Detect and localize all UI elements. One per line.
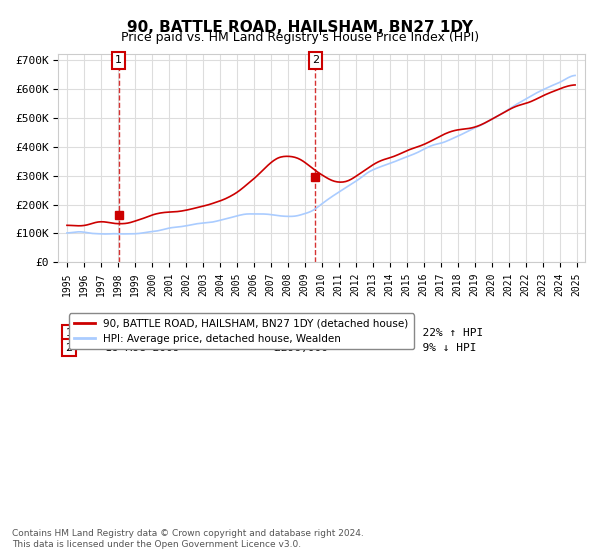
Legend: 90, BATTLE ROAD, HAILSHAM, BN27 1DY (detached house), HPI: Average price, detach: 90, BATTLE ROAD, HAILSHAM, BN27 1DY (det… — [69, 314, 414, 349]
Text: 90, BATTLE ROAD, HAILSHAM, BN27 1DY: 90, BATTLE ROAD, HAILSHAM, BN27 1DY — [127, 20, 473, 35]
Text: Contains HM Land Registry data © Crown copyright and database right 2024.
This d: Contains HM Land Registry data © Crown c… — [12, 529, 364, 549]
Text: 1: 1 — [115, 55, 122, 66]
Text: 1: 1 — [65, 328, 73, 338]
Text: 2: 2 — [312, 55, 319, 66]
Text: 19-AUG-2009              £296,000              9% ↓ HPI: 19-AUG-2009 £296,000 9% ↓ HPI — [85, 343, 476, 353]
Text: 15-JAN-1998              £165,000              22% ↑ HPI: 15-JAN-1998 £165,000 22% ↑ HPI — [85, 328, 483, 338]
Text: 2: 2 — [65, 343, 73, 353]
Text: Price paid vs. HM Land Registry's House Price Index (HPI): Price paid vs. HM Land Registry's House … — [121, 31, 479, 44]
